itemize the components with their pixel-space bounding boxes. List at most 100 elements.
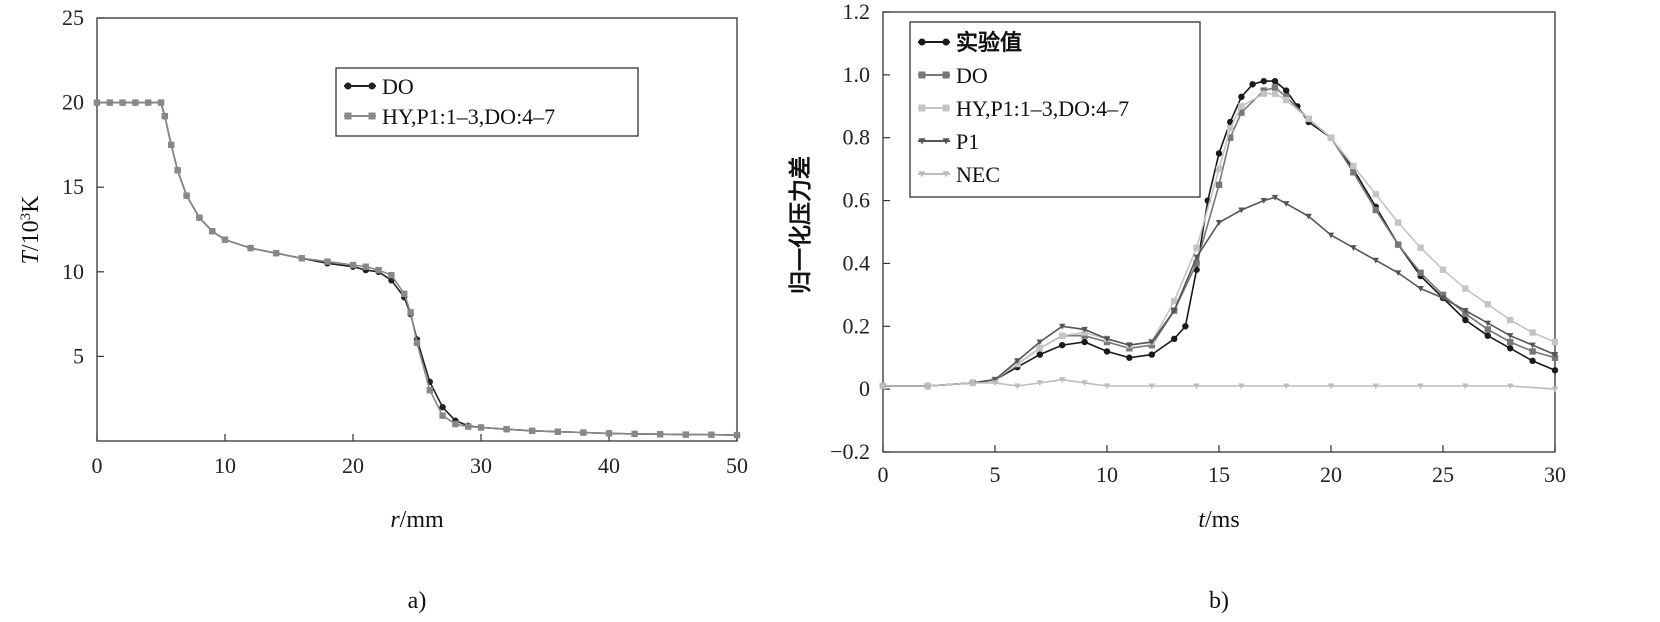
data-point	[991, 380, 999, 387]
data-point	[1227, 125, 1234, 132]
legend-marker	[918, 71, 926, 79]
data-point	[426, 387, 433, 394]
legend-item: DO	[344, 74, 414, 99]
data-point	[1215, 220, 1223, 226]
data-point	[477, 424, 485, 431]
data-point	[1260, 198, 1267, 204]
chart-b-y-axis: −0.2 0 0.2 0.4 0.6 0.8 1.0 1.2	[830, 0, 890, 464]
data-point	[1036, 345, 1043, 352]
data-point	[132, 99, 139, 106]
data-point	[324, 258, 331, 265]
data-point	[1372, 206, 1379, 214]
legend-marker	[344, 112, 352, 120]
series-line	[97, 101, 738, 436]
data-point	[1484, 326, 1491, 333]
data-point	[401, 290, 408, 297]
data-point	[1439, 295, 1447, 302]
data-point	[1529, 329, 1536, 336]
data-point	[1249, 81, 1256, 88]
legend-item: 实验值	[918, 30, 1022, 56]
data-point	[1350, 162, 1357, 170]
legend-item: P1	[918, 129, 979, 154]
data-point	[1271, 84, 1279, 91]
data-point	[298, 255, 305, 262]
y-tick-label: 0.8	[843, 125, 871, 150]
data-point	[924, 383, 931, 390]
data-point	[1148, 339, 1155, 346]
chart-b-x-axis-label: t/ms	[1198, 507, 1239, 533]
chart-a-legend-box	[335, 67, 639, 137]
y-tick-label: 15	[62, 174, 84, 199]
data-point	[1484, 320, 1491, 327]
chart-a-temperature-profile: 0 10 20 30 40 50 5 10 15 20 25 r/mm T/103K DO HY,P…	[18, 5, 748, 614]
data-point	[119, 99, 126, 106]
chart-b-y-axis-label: 归一化压力差	[787, 156, 814, 294]
y-tick-label: 1.0	[843, 62, 871, 87]
data-point	[1182, 323, 1189, 330]
x-tick-label: 5	[990, 462, 1001, 487]
legend-marker	[344, 82, 352, 90]
y-tick-label: 0.6	[843, 188, 871, 213]
chart-b-series-group	[879, 77, 1559, 393]
data-point	[161, 112, 169, 120]
x-tick-label: 50	[726, 453, 748, 478]
data-point	[413, 339, 421, 347]
data-point	[1238, 103, 1245, 110]
data-point	[708, 431, 715, 438]
data-point	[247, 244, 254, 252]
series-1	[93, 99, 741, 439]
data-point	[168, 141, 175, 149]
series-4	[879, 377, 1559, 393]
data-point	[1238, 383, 1245, 390]
data-point	[174, 167, 181, 174]
data-point	[1193, 260, 1200, 267]
data-point	[1484, 332, 1492, 339]
chart-a-plot-frame	[96, 17, 738, 442]
data-point	[1529, 357, 1536, 365]
legend-item: DO	[918, 63, 988, 88]
legend-marker	[942, 71, 950, 79]
data-point	[1439, 291, 1447, 299]
x-tick-label: 10	[214, 453, 236, 478]
data-point	[1260, 90, 1267, 97]
data-point	[1193, 254, 1200, 261]
data-point	[1507, 316, 1514, 324]
legend-item: NEC	[918, 162, 1000, 187]
x-tick-label: 15	[1208, 462, 1230, 487]
data-point	[106, 99, 113, 106]
legend-marker	[918, 171, 926, 178]
data-point	[93, 99, 101, 106]
data-point	[145, 99, 152, 106]
y-tick-label: 20	[62, 90, 84, 115]
data-point	[1507, 338, 1514, 346]
data-point	[503, 425, 510, 433]
data-point	[273, 249, 280, 257]
data-point	[1271, 194, 1279, 201]
legend-marker	[942, 104, 950, 112]
data-point	[733, 431, 741, 439]
data-point	[1395, 241, 1402, 248]
chart-a-x-axis: 0 10 20 30 40 50	[92, 434, 748, 478]
data-point	[1215, 165, 1223, 173]
y-tick-label: 0	[859, 376, 870, 401]
data-point	[1327, 134, 1335, 141]
data-point	[1417, 244, 1424, 251]
data-point	[465, 423, 472, 430]
y-tick-label: −0.2	[830, 439, 870, 464]
data-point	[1372, 191, 1379, 198]
x-tick-label: 30	[1544, 462, 1566, 487]
data-point	[1238, 93, 1245, 101]
chart-a-series-group	[93, 99, 741, 439]
data-point	[1014, 383, 1021, 390]
data-point	[1551, 386, 1559, 393]
chart-b-caption: b)	[1209, 588, 1229, 614]
data-point	[1529, 348, 1536, 355]
legend-label: 实验值	[956, 30, 1022, 56]
data-point	[1462, 316, 1469, 324]
chart-a-y-axis-label: T/103K	[18, 195, 44, 265]
data-point	[529, 427, 536, 435]
data-point	[1462, 285, 1469, 292]
legend-marker	[918, 38, 926, 46]
legend-label: HY,P1:1–3,DO:4–7	[956, 96, 1129, 121]
series-0	[93, 99, 741, 439]
